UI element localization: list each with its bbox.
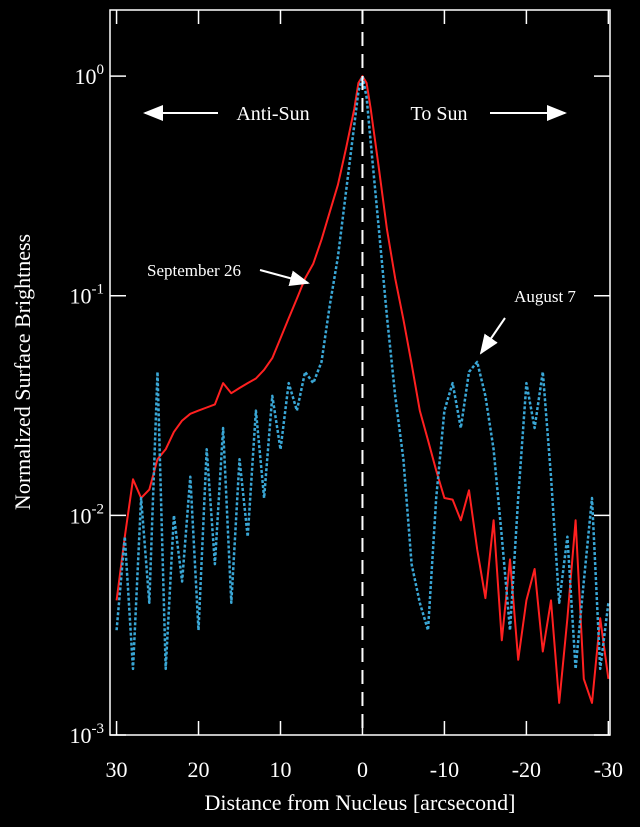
x-tick-label: 30	[106, 757, 128, 782]
annotation: To Sun	[411, 103, 468, 125]
y-tick-label: 100	[75, 62, 105, 89]
x-tick-label: -30	[594, 757, 623, 782]
arrow	[479, 317, 506, 355]
tick-exponent: -2	[92, 501, 105, 517]
tick-base: 10	[75, 64, 97, 89]
tick-exponent: -1	[92, 282, 105, 298]
y-axis-label: Normalized Surface Brightness	[10, 234, 35, 510]
x-tick-label: 0	[357, 757, 368, 782]
x-tick-label: -20	[512, 757, 541, 782]
tick-exponent: 0	[97, 62, 105, 78]
series-line	[115, 74, 610, 671]
plot-frame	[109, 9, 611, 736]
x-tick-label: 10	[269, 757, 291, 782]
y-tick-label: 10-2	[70, 501, 105, 528]
x-axis-label: Distance from Nucleus [arcsecond]	[205, 790, 516, 815]
annotation: September 26	[147, 261, 241, 280]
tick-exponent: -3	[92, 721, 105, 737]
y-tick-label: 10-1	[70, 282, 105, 309]
tick-base: 10	[70, 723, 92, 748]
annotation: August 7	[514, 287, 576, 306]
tick-base: 10	[70, 284, 92, 309]
x-tick-label: 20	[188, 757, 210, 782]
y-tick-label: 10-3	[70, 721, 105, 748]
annotation: Anti-Sun	[236, 103, 309, 125]
tick-base: 10	[70, 503, 92, 528]
arrow	[259, 269, 310, 287]
x-tick-label: -10	[430, 757, 459, 782]
